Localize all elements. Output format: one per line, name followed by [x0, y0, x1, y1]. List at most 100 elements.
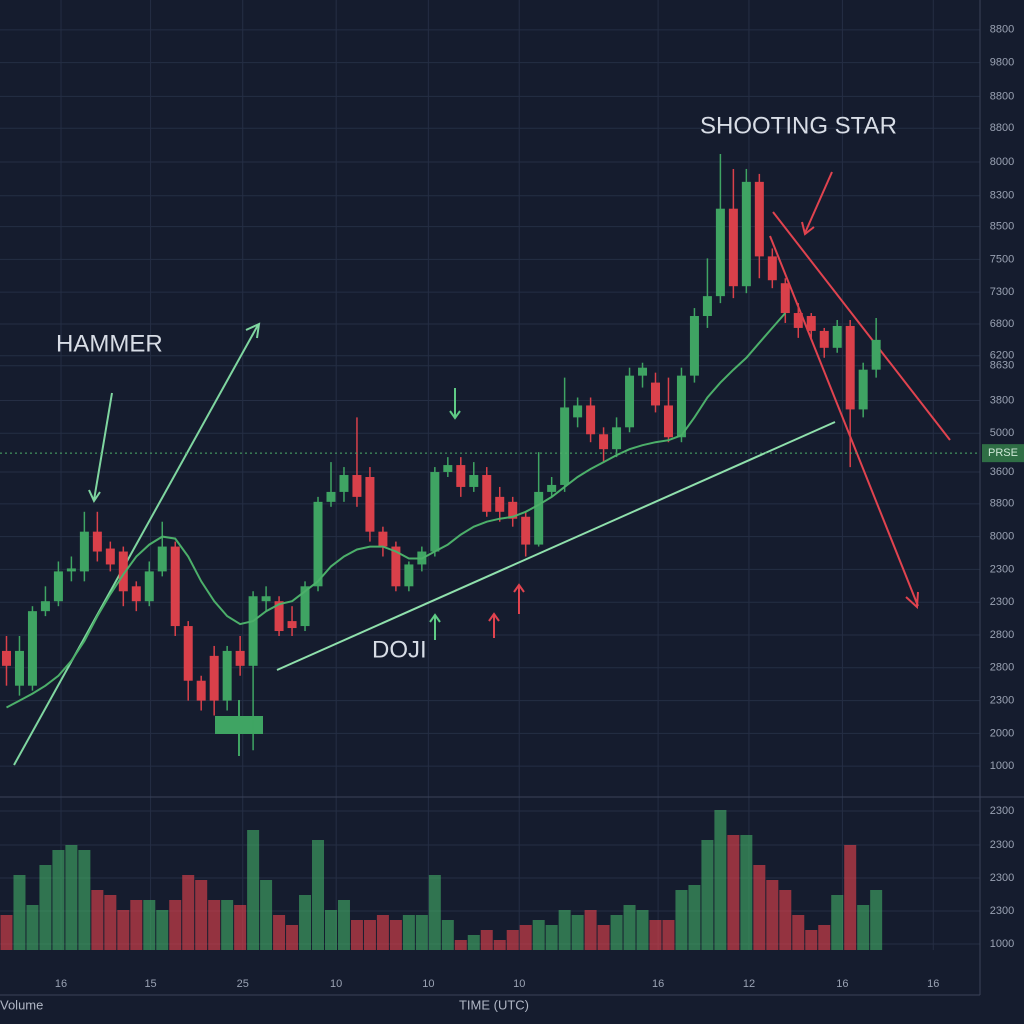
candle-body	[118, 551, 128, 592]
candle-body	[650, 382, 660, 406]
candle-body	[1, 650, 11, 666]
candle-body	[508, 501, 518, 519]
annotation: SHOOTING STAR	[700, 112, 897, 139]
y-tick-label: 5000	[990, 427, 1014, 439]
candle-body	[196, 680, 206, 701]
volume-bar	[493, 940, 506, 950]
arrow	[804, 171, 833, 234]
arrow-head	[905, 591, 919, 610]
trend-line	[769, 235, 919, 607]
y-tick-label: 8300	[990, 190, 1014, 202]
candle-body	[702, 296, 712, 317]
volume-bar	[532, 920, 545, 950]
volume-bar	[610, 915, 623, 950]
volume-bar	[649, 920, 662, 950]
candle-body	[547, 484, 557, 492]
volume-bar	[519, 925, 532, 950]
volume-bar	[39, 865, 52, 950]
candle-body	[638, 367, 648, 376]
volume-bar	[104, 895, 117, 950]
volume-bar	[662, 920, 675, 950]
volume-bar	[221, 900, 234, 950]
x-axis-label: TIME (UTC)	[459, 997, 529, 1012]
volume-bar	[818, 925, 831, 950]
x-tick-label: 10	[330, 978, 342, 990]
candle-body	[819, 330, 829, 348]
y-tick-label: 9800	[990, 57, 1014, 69]
candle-body	[209, 655, 219, 701]
volume-bar	[91, 890, 104, 950]
candle-body	[404, 564, 414, 587]
arrow-head	[429, 613, 441, 623]
y-tick-label: 1000	[990, 760, 1014, 772]
volume-bar	[260, 880, 273, 950]
candle-body	[625, 375, 635, 428]
volume-bar	[805, 930, 818, 950]
volume-bar	[480, 930, 493, 950]
candle-body	[858, 369, 868, 410]
volume-bar	[545, 925, 558, 950]
volume-bar	[844, 845, 857, 950]
candle-body	[170, 546, 180, 627]
volume-bar	[454, 940, 467, 950]
candle-body	[534, 491, 544, 545]
y-tick-label: 8630	[990, 360, 1014, 372]
arrow	[93, 392, 113, 501]
volume-bar	[740, 835, 753, 950]
y-tick-label: 3600	[990, 466, 1014, 478]
y-tick-label: 2000	[990, 727, 1014, 739]
volume-bar	[415, 915, 428, 950]
candle-body	[469, 475, 479, 487]
volume-bar	[831, 895, 844, 950]
y-tick-label: 6200	[990, 350, 1014, 362]
x-tick-label: 16	[927, 978, 939, 990]
y-tick-label: 8800	[990, 24, 1014, 36]
arrow-head	[88, 489, 101, 504]
volume-bar	[701, 840, 714, 950]
volume-bar	[182, 875, 195, 950]
volume-bar	[130, 900, 143, 950]
trend-line	[13, 324, 259, 766]
candle-body	[443, 465, 453, 473]
candle-body	[845, 325, 855, 410]
candle-body	[482, 475, 492, 512]
trend-line	[772, 211, 951, 441]
candle-body	[715, 208, 725, 297]
volume-bar	[143, 900, 156, 950]
annotation: DOJI	[372, 636, 427, 663]
volume-tick-label: 1000	[990, 938, 1014, 950]
candle-body	[521, 516, 531, 545]
candle-body	[430, 472, 440, 552]
annotation: HAMMER	[56, 330, 163, 357]
x-tick-label: 16	[55, 978, 67, 990]
candle-body	[806, 316, 816, 331]
candle-body	[53, 571, 63, 602]
candle-body	[287, 621, 297, 629]
y-tick-label: 7500	[990, 253, 1014, 265]
volume-bar	[195, 880, 208, 950]
y-tick-label: 2300	[990, 596, 1014, 608]
x-tick-label: 16	[652, 978, 664, 990]
x-tick-label: 15	[144, 978, 156, 990]
volume-bar	[428, 875, 441, 950]
volume-bar	[65, 845, 78, 950]
volume-bar	[286, 925, 299, 950]
volume-bar	[506, 930, 519, 950]
volume-bar	[0, 915, 13, 950]
y-tick-label: 8000	[990, 531, 1014, 543]
candle-body	[365, 477, 375, 532]
drawings	[13, 171, 951, 766]
candle-body	[573, 405, 583, 418]
candle-body	[79, 531, 89, 572]
candle-body	[248, 596, 258, 666]
candle-body	[391, 546, 401, 587]
candle-body	[222, 650, 232, 701]
y-tick-label: 2300	[990, 563, 1014, 575]
candle-body	[352, 475, 362, 497]
y-tick-label: 3800	[990, 394, 1014, 406]
candle-body	[754, 181, 764, 257]
volume-bar	[299, 895, 312, 950]
volume-bar	[337, 900, 350, 950]
